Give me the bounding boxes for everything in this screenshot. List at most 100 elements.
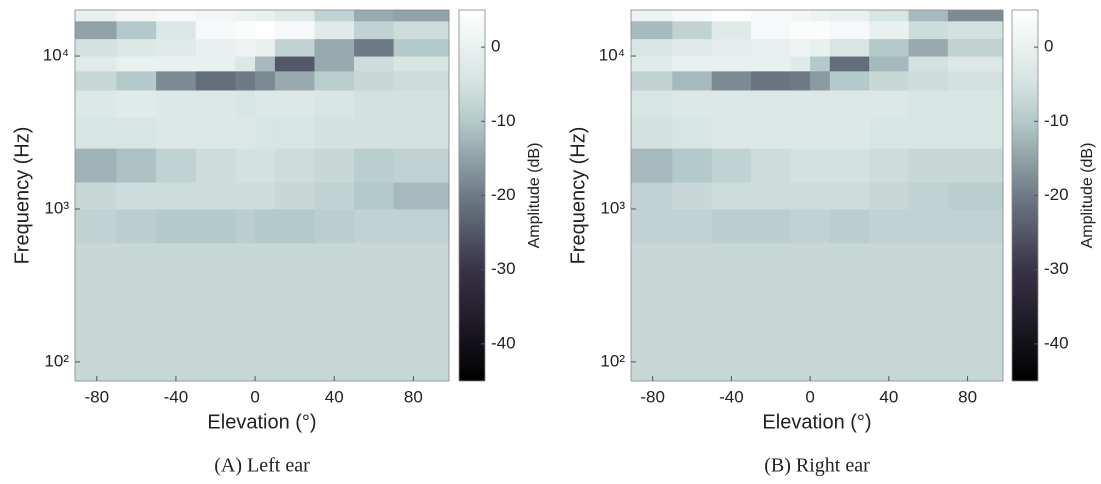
heatmap-cell <box>75 335 117 382</box>
heatmap-cell <box>948 39 1004 57</box>
heatmap-cell <box>751 10 791 21</box>
heatmap-cell <box>196 182 236 209</box>
heatmap-cell <box>354 148 394 182</box>
heatmap-cell <box>672 335 712 382</box>
heatmap-cell <box>75 148 117 182</box>
heatmap-cell <box>712 56 752 71</box>
heatmap-cell <box>869 39 909 57</box>
heatmap-cell <box>275 289 315 336</box>
heatmap-cell <box>909 71 949 91</box>
heatmap-cell <box>909 148 949 182</box>
heatmap-cell <box>196 39 236 57</box>
heatmap-cell <box>672 10 712 21</box>
heatmap-cell <box>790 10 810 21</box>
heatmap-cell <box>810 243 830 290</box>
heatmap-cell <box>156 21 196 39</box>
heatmap-cell <box>196 71 236 91</box>
heatmap-cell <box>631 90 673 117</box>
heatmap-cell <box>235 117 255 149</box>
heatmap-cell <box>196 56 236 71</box>
colorbar-tick-label: -40 <box>491 333 516 352</box>
caption: (A) Left ear <box>214 455 310 477</box>
heatmap-cell <box>810 90 830 117</box>
heatmap-cell <box>235 90 255 117</box>
heatmap-cell <box>235 335 255 382</box>
heatmap-cell <box>751 21 791 39</box>
heatmap-cell <box>712 148 752 182</box>
heatmap-cell <box>196 90 236 117</box>
colorbar-tick-label: -20 <box>491 185 516 204</box>
heatmap-cell <box>117 209 157 243</box>
heatmap-cell <box>712 182 752 209</box>
heatmap-cell <box>712 335 752 382</box>
heatmap-cell <box>869 243 909 290</box>
heatmap-cell <box>156 39 196 57</box>
heatmap-cell <box>751 182 791 209</box>
heatmap-cell <box>235 10 255 21</box>
panel: -80-400408010²10³10⁴Elevation (°)Frequen… <box>567 10 1096 477</box>
heatmap-cell <box>869 209 909 243</box>
heatmap-cell <box>255 21 275 39</box>
heatmap-cell <box>196 148 236 182</box>
heatmap-cell <box>255 117 275 149</box>
x-tick-label: -80 <box>640 387 665 406</box>
heatmap-cell <box>255 10 275 21</box>
heatmap-cell <box>75 71 117 91</box>
heatmap-cell <box>117 39 157 57</box>
heatmap-cell <box>751 117 791 149</box>
heatmap-cell <box>631 243 673 290</box>
x-axis-label: Elevation (°) <box>762 411 871 433</box>
heatmap-cell <box>354 71 394 91</box>
colorbar-tick-label: -30 <box>491 259 516 278</box>
heatmap-cell <box>394 56 450 71</box>
heatmap-cell <box>869 10 909 21</box>
heatmap-cell <box>354 39 394 57</box>
heatmap-cell <box>948 10 1004 21</box>
heatmap-cell <box>156 335 196 382</box>
heatmap-cell <box>75 39 117 57</box>
heatmap-cell <box>196 289 236 336</box>
heatmap-cell <box>830 117 870 149</box>
heatmap-cell <box>156 182 196 209</box>
heatmap-cell <box>790 182 810 209</box>
heatmap-cell <box>275 10 315 21</box>
heatmap-cell <box>314 56 354 71</box>
heatmap-cell <box>948 209 1004 243</box>
heatmap-cell <box>712 289 752 336</box>
heatmap-cell <box>712 39 752 57</box>
heatmap-cell <box>790 39 810 57</box>
y-tick-label: 10⁴ <box>43 46 69 65</box>
heatmap-cell <box>712 10 752 21</box>
heatmap-cell <box>790 56 810 71</box>
heatmap-cell <box>948 21 1004 39</box>
heatmap-cell <box>394 21 450 39</box>
heatmap-cell <box>790 90 810 117</box>
heatmap-cell <box>869 71 909 91</box>
caption: (B) Right ear <box>764 455 870 477</box>
heatmap-cell <box>631 56 673 71</box>
heatmap-cell <box>275 56 315 71</box>
heatmap-cell <box>75 56 117 71</box>
heatmap-cell <box>790 21 810 39</box>
heatmap-cell <box>75 21 117 39</box>
heatmap-cell <box>156 56 196 71</box>
heatmap-cell <box>275 39 315 57</box>
heatmap-cell <box>631 21 673 39</box>
heatmap-cell <box>354 21 394 39</box>
heatmap-cell <box>394 90 450 117</box>
heatmap-cell <box>275 90 315 117</box>
heatmap-cell <box>314 10 354 21</box>
heatmap-cell <box>810 335 830 382</box>
y-tick-label: 10³ <box>600 198 625 217</box>
heatmap-cell <box>394 182 450 209</box>
heatmap-cell <box>751 209 791 243</box>
heatmap-cell <box>117 182 157 209</box>
heatmap-cell <box>869 289 909 336</box>
heatmap-cell <box>672 56 712 71</box>
heatmap-cell <box>672 289 712 336</box>
heatmap-cell <box>830 335 870 382</box>
heatmap-cell <box>948 117 1004 149</box>
heatmap-cell <box>712 209 752 243</box>
heatmap-cell <box>117 289 157 336</box>
heatmap-cell <box>75 117 117 149</box>
